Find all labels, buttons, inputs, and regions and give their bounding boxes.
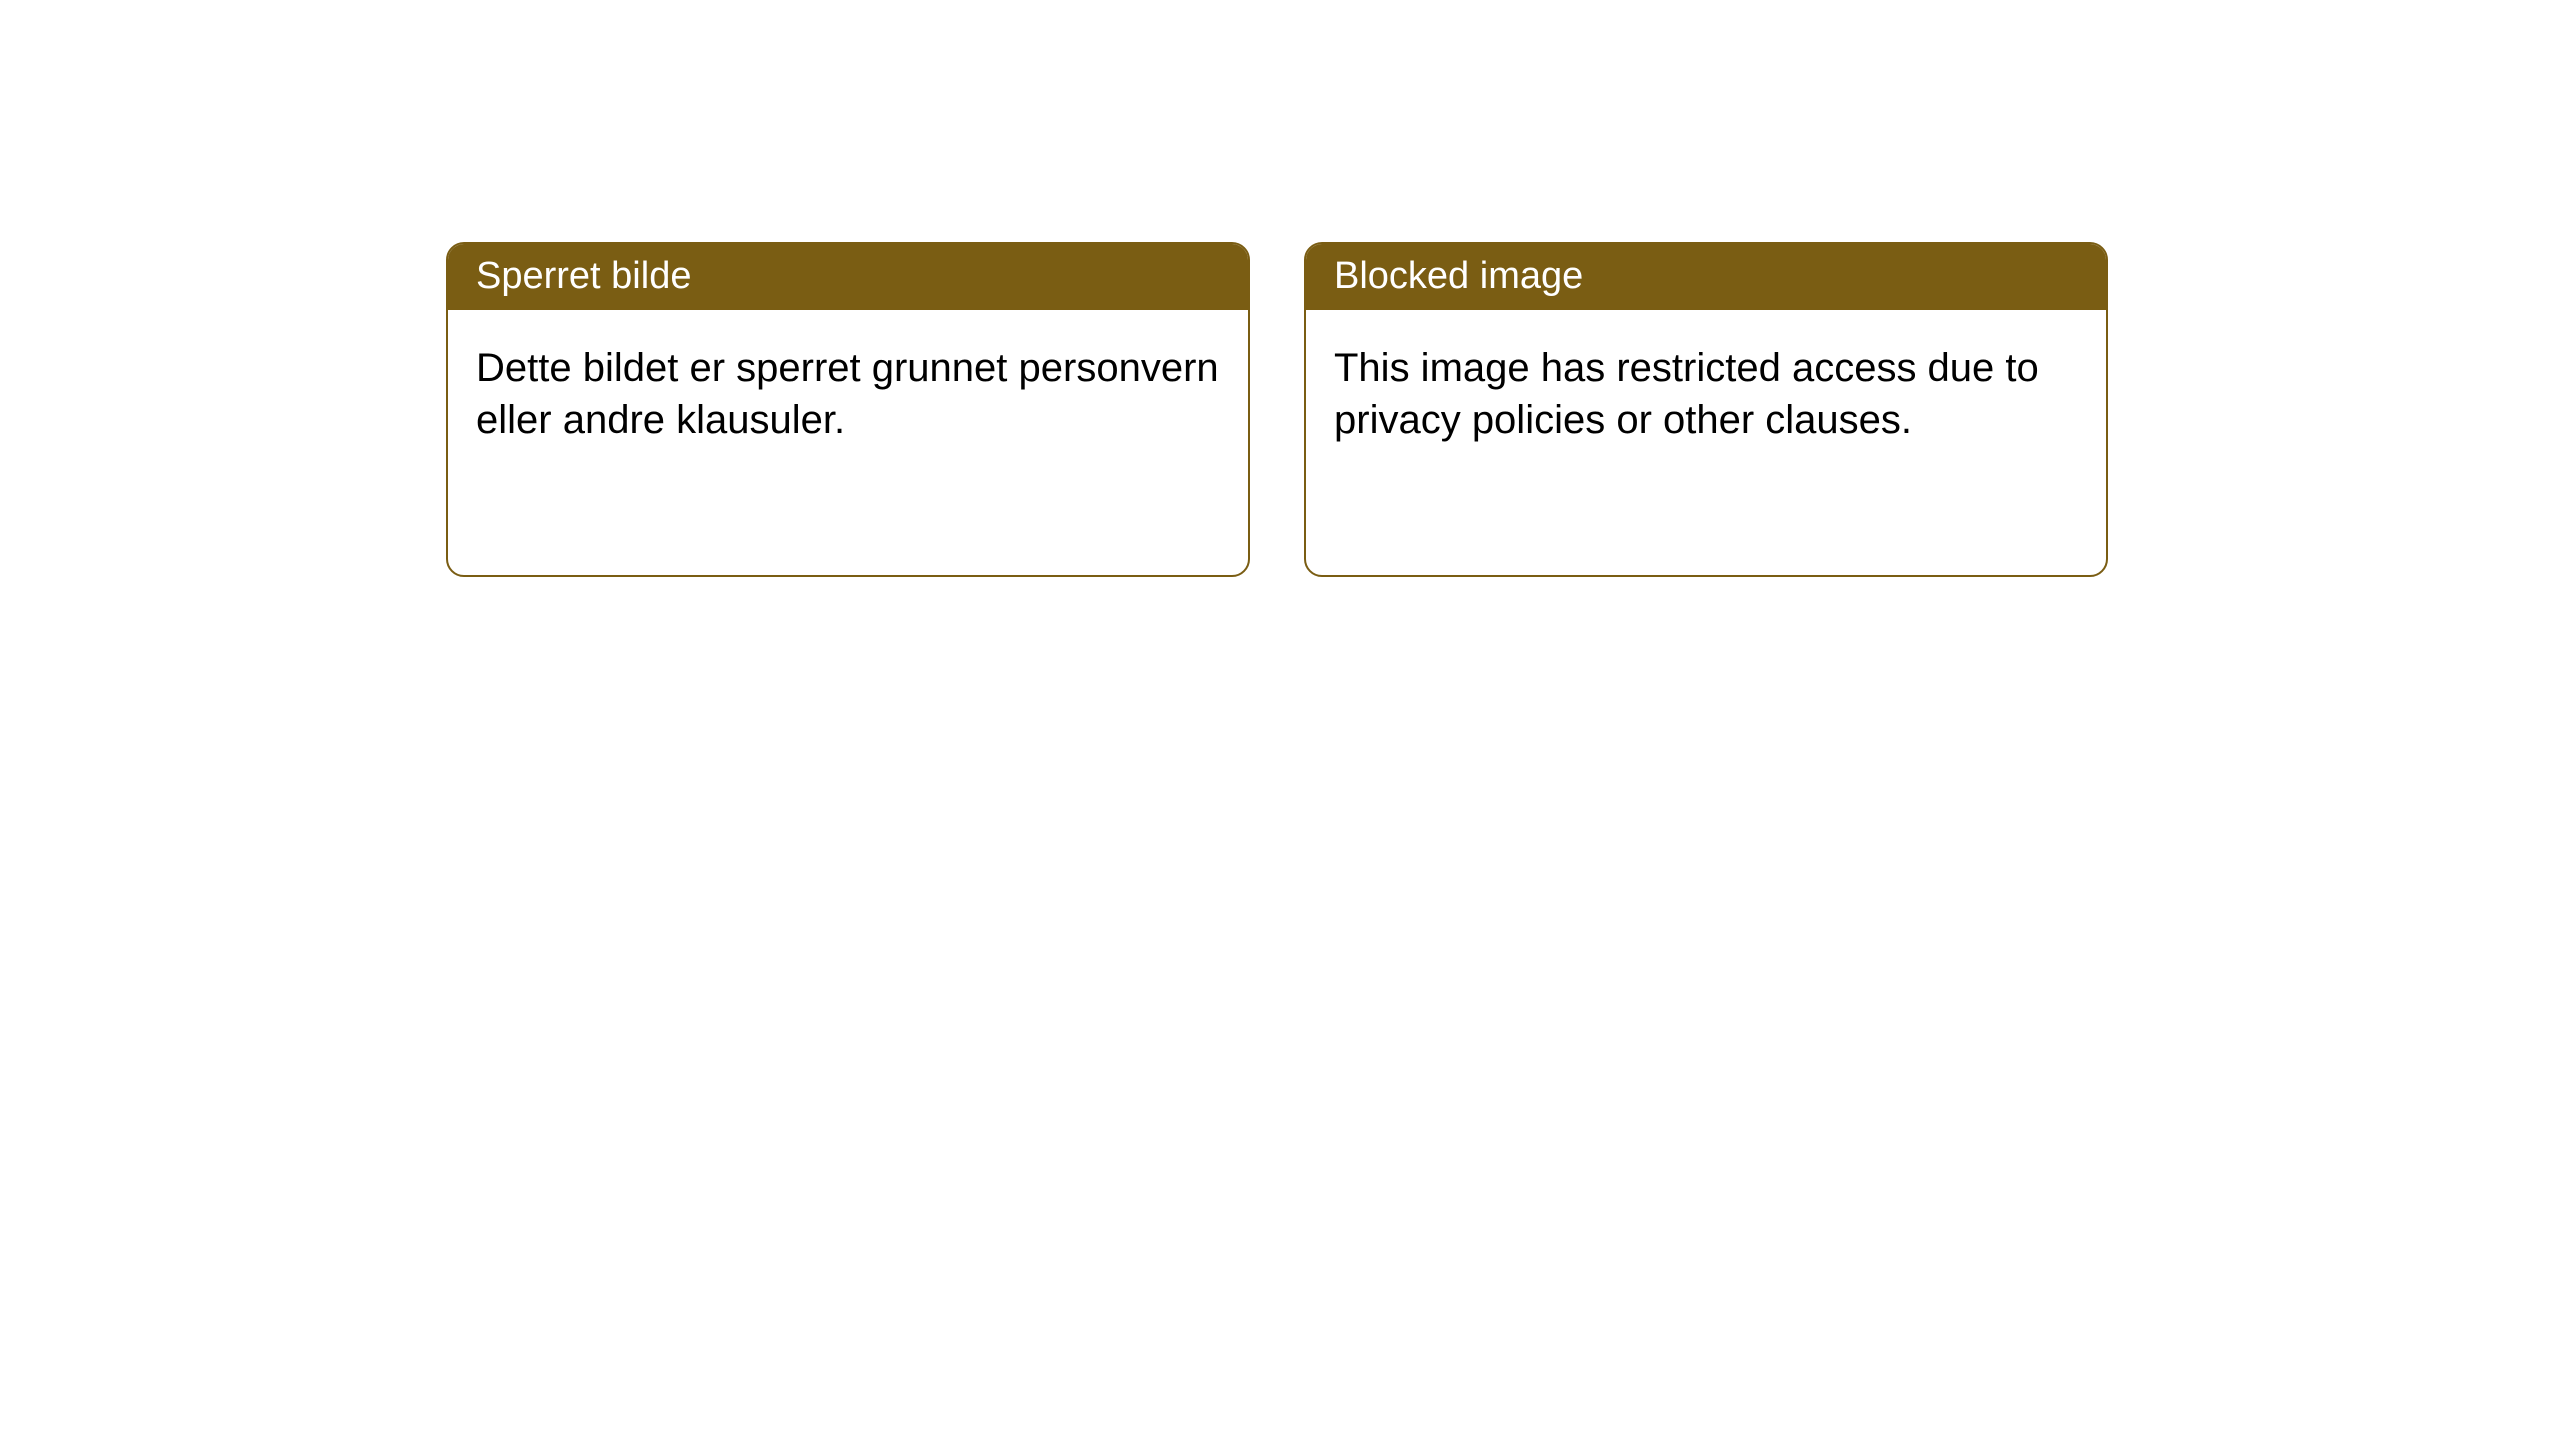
notice-body-english: This image has restricted access due to …	[1306, 310, 2106, 478]
notice-body-norwegian: Dette bildet er sperret grunnet personve…	[448, 310, 1248, 478]
notice-title-english: Blocked image	[1306, 244, 2106, 310]
notice-container: Sperret bilde Dette bildet er sperret gr…	[0, 0, 2560, 577]
notice-card-english: Blocked image This image has restricted …	[1304, 242, 2108, 577]
notice-card-norwegian: Sperret bilde Dette bildet er sperret gr…	[446, 242, 1250, 577]
notice-title-norwegian: Sperret bilde	[448, 244, 1248, 310]
